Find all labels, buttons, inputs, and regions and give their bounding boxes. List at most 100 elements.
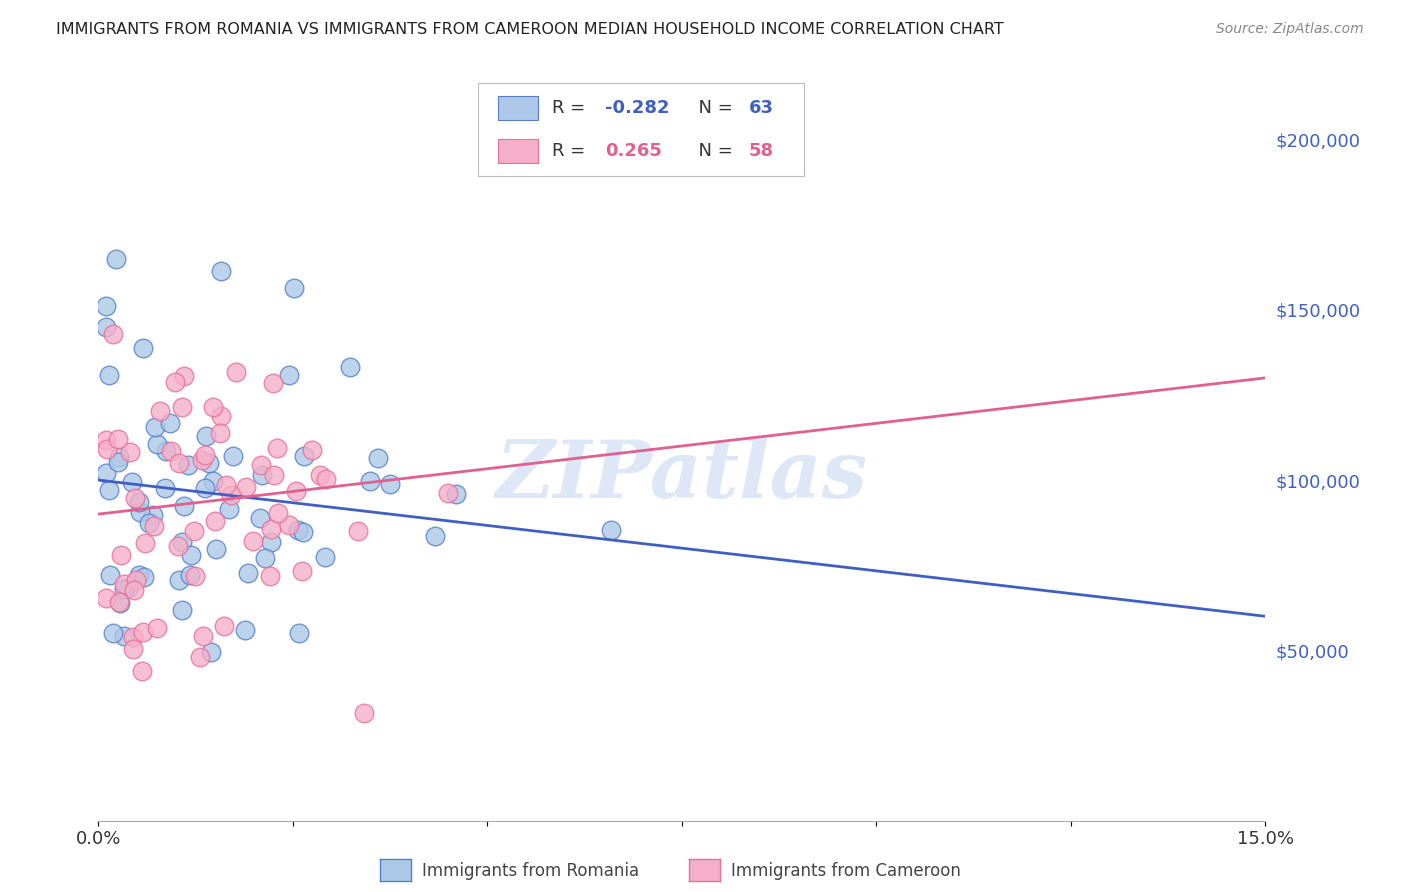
Point: [200, 645, 222, 659]
Point: [132, 624, 155, 639]
Point: [191, 453, 214, 467]
Point: [142, 508, 165, 523]
Point: [183, 568, 205, 582]
Point: [183, 524, 205, 539]
Point: [267, 506, 290, 520]
Point: [131, 664, 153, 678]
Point: [288, 626, 311, 640]
Point: [153, 481, 176, 495]
Text: N =: N =: [686, 142, 738, 160]
Point: [101, 327, 124, 342]
Point: [172, 534, 194, 549]
Point: [120, 444, 142, 458]
Point: [108, 594, 131, 608]
Text: R =: R =: [553, 142, 598, 160]
Point: [121, 630, 143, 644]
Point: [98, 567, 121, 582]
Point: [209, 264, 232, 278]
Point: [167, 456, 190, 470]
Point: [112, 577, 135, 591]
Point: [128, 495, 150, 509]
Point: [122, 641, 145, 656]
Point: [128, 568, 150, 582]
Text: IMMIGRANTS FROM ROMANIA VS IMMIGRANTS FROM CAMEROON MEDIAN HOUSEHOLD INCOME CORR: IMMIGRANTS FROM ROMANIA VS IMMIGRANTS FR…: [56, 22, 1004, 37]
Point: [219, 488, 242, 502]
Point: [122, 582, 145, 597]
Point: [172, 603, 194, 617]
Point: [155, 444, 177, 458]
Point: [129, 505, 152, 519]
Point: [249, 458, 271, 472]
Point: [96, 466, 118, 480]
Text: N =: N =: [686, 99, 738, 117]
Point: [96, 320, 118, 334]
Point: [96, 442, 118, 457]
Point: [222, 449, 245, 463]
Point: [191, 629, 214, 643]
Point: [108, 450, 131, 464]
Point: [208, 425, 231, 440]
Point: [204, 542, 226, 557]
Text: -0.282: -0.282: [605, 99, 669, 117]
Point: [143, 519, 166, 533]
Point: [98, 368, 121, 382]
Point: [291, 564, 314, 578]
Point: [105, 252, 128, 266]
Point: [121, 475, 143, 489]
Point: [110, 548, 132, 562]
Point: [212, 618, 235, 632]
Text: ZIPatlas: ZIPatlas: [496, 437, 868, 515]
Point: [444, 487, 467, 501]
Point: [277, 518, 299, 533]
Point: [242, 534, 264, 549]
Point: [600, 523, 623, 537]
Point: [124, 574, 146, 588]
Point: [315, 472, 337, 486]
Point: [278, 368, 301, 383]
Point: [359, 474, 381, 488]
Point: [166, 539, 188, 553]
Point: [179, 568, 201, 582]
Point: [266, 442, 288, 456]
Point: [194, 429, 217, 443]
Point: [98, 483, 121, 497]
Point: [259, 569, 281, 583]
Point: [301, 443, 323, 458]
Point: [218, 502, 240, 516]
Point: [138, 516, 160, 531]
Point: [367, 451, 389, 466]
Point: [112, 582, 135, 596]
Point: [215, 478, 238, 492]
Point: [339, 360, 361, 375]
Point: [180, 548, 202, 562]
Point: [233, 623, 256, 637]
Point: [101, 626, 124, 640]
Point: [254, 550, 277, 565]
Point: [146, 621, 169, 635]
Point: [188, 649, 211, 664]
Text: 63: 63: [748, 99, 773, 117]
Text: Immigrants from Romania: Immigrants from Romania: [422, 862, 638, 880]
FancyBboxPatch shape: [498, 139, 538, 163]
Point: [263, 467, 285, 482]
Point: [225, 365, 247, 379]
Text: 0.265: 0.265: [605, 142, 662, 160]
Point: [194, 448, 217, 462]
Point: [124, 491, 146, 505]
FancyBboxPatch shape: [498, 96, 538, 120]
Point: [96, 300, 118, 314]
Text: R =: R =: [553, 99, 592, 117]
Point: [134, 536, 156, 550]
Point: [284, 483, 307, 498]
Point: [143, 420, 166, 434]
Point: [378, 477, 401, 491]
Point: [202, 474, 225, 488]
Point: [107, 432, 129, 446]
Point: [235, 480, 257, 494]
Point: [436, 485, 458, 500]
Point: [96, 591, 118, 605]
Point: [173, 369, 195, 384]
Point: [159, 417, 181, 431]
Point: [425, 529, 447, 543]
Point: [309, 467, 332, 482]
